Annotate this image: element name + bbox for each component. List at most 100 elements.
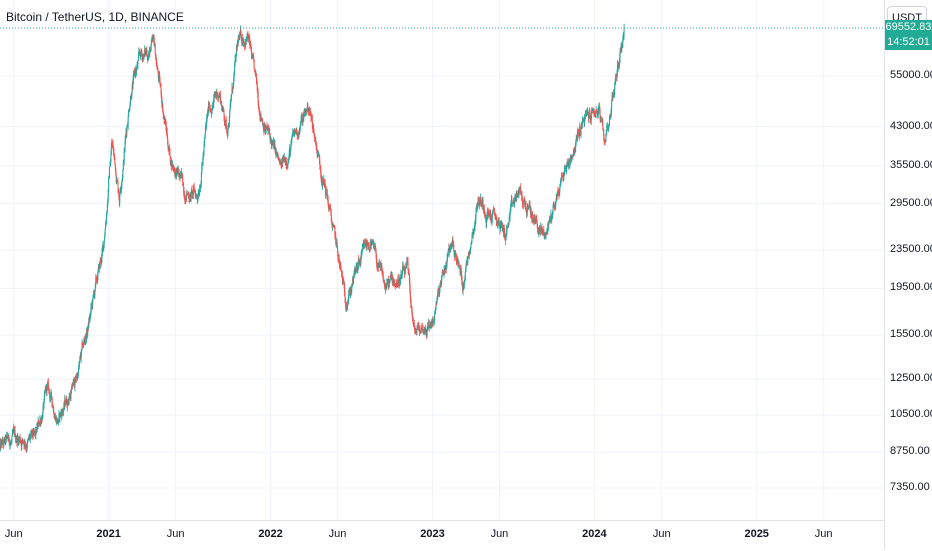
candle-body [61, 411, 63, 417]
candle-body [113, 152, 115, 154]
candle-body [74, 380, 76, 382]
price-axis[interactable] [884, 0, 932, 550]
candle [521, 191, 523, 202]
candle [423, 326, 425, 335]
candle-body [223, 110, 225, 117]
candle [137, 59, 139, 70]
time-axis[interactable] [0, 520, 884, 551]
candle-body [258, 109, 260, 111]
candle-body [240, 30, 242, 36]
candlestick-chart[interactable] [0, 0, 884, 520]
candle-body [608, 118, 610, 126]
candle-body [320, 168, 322, 174]
chart-plot[interactable] [0, 0, 884, 520]
candle [553, 204, 555, 211]
candle-body [546, 232, 548, 234]
candle-body [615, 76, 617, 82]
candle [432, 320, 434, 327]
candle-body [413, 323, 415, 327]
candle-body [344, 295, 346, 303]
candle-body [428, 324, 430, 327]
candle [250, 43, 252, 52]
candle-body [508, 217, 510, 223]
candle-body [616, 73, 618, 77]
candle-body [417, 323, 419, 325]
candle [135, 65, 137, 79]
candle-body [148, 55, 150, 58]
candle-body [112, 143, 114, 145]
candle-body [459, 269, 461, 272]
candle [557, 186, 559, 193]
candle-body [309, 111, 311, 112]
candle-body [594, 111, 596, 114]
candle-body [14, 430, 16, 437]
candle [136, 62, 138, 70]
candle-body [439, 288, 441, 292]
candle-body [213, 94, 215, 99]
candle [312, 121, 314, 133]
candle [173, 164, 175, 173]
candle [576, 135, 578, 141]
candle-body [366, 243, 368, 246]
time-tick-label: 2023 [420, 528, 445, 540]
candle-body [437, 291, 439, 296]
candle-body [505, 234, 507, 241]
candle [84, 340, 86, 345]
candle-body [611, 100, 613, 110]
candle [414, 325, 416, 334]
candle-body [206, 117, 208, 119]
candle-body [422, 328, 424, 334]
candle-body [250, 50, 252, 58]
candle-body [345, 302, 347, 305]
price-tick-label: 15500.00 [890, 328, 932, 341]
candle [92, 297, 94, 310]
candle-body [222, 107, 224, 108]
price-tick-label: 29500.00 [890, 196, 932, 209]
candle [541, 223, 543, 236]
candle [404, 266, 406, 275]
candle-body [119, 189, 121, 194]
candle-body [72, 382, 74, 387]
candle-body [189, 197, 191, 203]
candle [584, 110, 586, 120]
candle-body [541, 231, 543, 233]
candle-body [428, 323, 430, 325]
candle-body [227, 127, 229, 135]
candle-body [38, 420, 40, 424]
candle-body [426, 329, 428, 336]
candle-body [474, 219, 476, 222]
candle-body [253, 59, 255, 69]
candle-body [53, 407, 55, 413]
candle [338, 254, 340, 268]
candle-body [349, 290, 351, 294]
candle [89, 313, 91, 323]
candle-body [389, 275, 391, 280]
candle [463, 279, 465, 289]
candle-body [174, 173, 176, 175]
candle [231, 94, 233, 101]
candle [538, 228, 540, 238]
candle-body [148, 51, 150, 56]
candle-body [12, 430, 14, 433]
candle-body [338, 258, 340, 264]
candle-body [213, 98, 215, 103]
candle [38, 422, 40, 427]
candle-body [89, 317, 91, 322]
candle-body [73, 378, 75, 384]
candle-body [323, 179, 325, 184]
candle [208, 102, 210, 108]
candle-body [108, 177, 110, 179]
candle-body [314, 136, 316, 138]
candle-body [320, 173, 322, 179]
candle-body [291, 137, 293, 141]
candle [417, 321, 419, 325]
candle-body [465, 263, 467, 268]
candle-body [329, 206, 331, 208]
candle-body [181, 173, 183, 179]
candle-body [575, 139, 577, 145]
candle-body [261, 118, 263, 121]
candle-body [209, 108, 211, 110]
candle-body [80, 352, 82, 359]
candle-body [416, 327, 418, 330]
candle [615, 73, 617, 86]
